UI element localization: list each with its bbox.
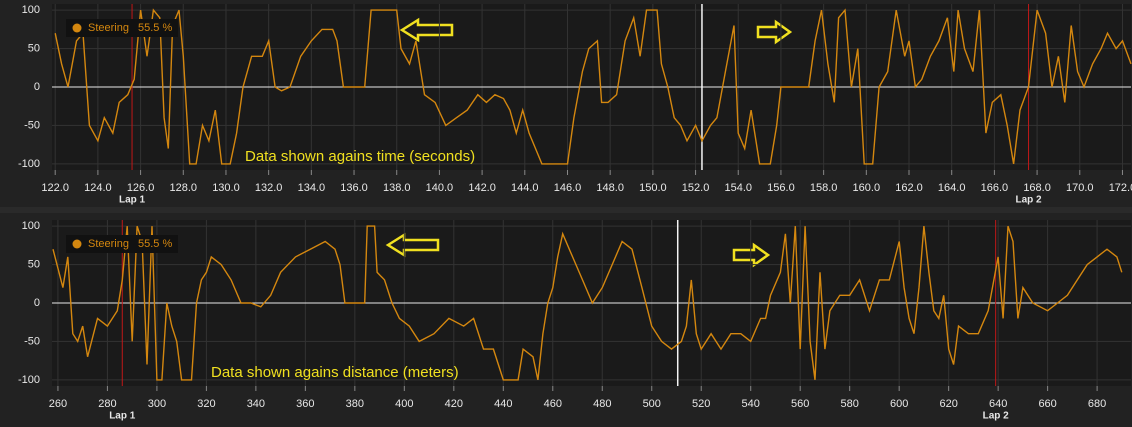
x-tick-label: 122.0 <box>41 182 69 194</box>
y-tick-label: 100 <box>22 220 40 232</box>
x-tick-label: 148.0 <box>596 182 624 194</box>
x-tick-label: 142.0 <box>468 182 496 194</box>
x-tick-label: 320 <box>197 398 215 410</box>
legend-box <box>66 19 178 37</box>
y-tick-label: 0 <box>34 81 40 93</box>
legend-dot <box>72 239 82 249</box>
time-chart: 122.0 124.0 126.0 128.0 130.0 132.0 134.0 136.0… <box>0 0 1132 207</box>
x-tick-label: 480 <box>593 398 611 410</box>
y-tick-label: 50 <box>28 258 40 270</box>
x-tick-label: 400 <box>395 398 413 410</box>
x-tick-label: 600 <box>890 398 908 410</box>
x-tick-label: 124.0 <box>84 182 112 194</box>
lap-label: Lap 2 <box>983 411 1010 422</box>
x-tick-label: 300 <box>148 398 166 410</box>
x-tick-label: 144.0 <box>511 182 539 194</box>
arrow <box>399 17 454 43</box>
x-tick-label: 160.0 <box>853 182 881 194</box>
lap-label: Lap 1 <box>119 195 146 206</box>
x-tick-label: 360 <box>296 398 314 410</box>
x-tick-label: 130.0 <box>212 182 240 194</box>
x-tick-label: 170.0 <box>1066 182 1094 194</box>
x-tick-label: 440 <box>494 398 512 410</box>
x-tick-label: 128.0 <box>170 182 198 194</box>
legend-label: Steering <box>88 238 129 250</box>
x-tick-label: 420 <box>445 398 463 410</box>
annotation: Data shown agains time (seconds) <box>245 148 475 165</box>
series-line <box>54 8 1132 165</box>
x-tick-label: 134.0 <box>298 182 326 194</box>
lap-label: Lap 1 <box>109 411 136 422</box>
x-tick-label: 380 <box>346 398 364 410</box>
y-tick-label: -50 <box>24 119 40 131</box>
legend-box <box>66 235 178 253</box>
x-tick-label: 164.0 <box>938 182 966 194</box>
x-tick-label: 138.0 <box>383 182 411 194</box>
x-tick-label: 520 <box>692 398 710 410</box>
legend-readout: 55.5 % <box>138 22 172 34</box>
x-tick-label: 152.0 <box>682 182 710 194</box>
x-tick-label: 680 <box>1088 398 1106 410</box>
x-tick-label: 260 <box>49 398 67 410</box>
x-tick-label: 280 <box>98 398 116 410</box>
x-tick-label: 126.0 <box>127 182 155 194</box>
legend-readout: 55.5 % <box>138 238 172 250</box>
y-tick-label: 100 <box>22 4 40 16</box>
legend-dot <box>72 23 82 33</box>
x-tick-label: 560 <box>791 398 809 410</box>
x-tick-label: 168.0 <box>1023 182 1051 194</box>
arrow <box>756 19 793 45</box>
x-tick-label: 140.0 <box>426 182 454 194</box>
lap-label: Lap 2 <box>1015 195 1042 206</box>
x-tick-label: 156.0 <box>767 182 795 194</box>
y-tick-label: -50 <box>24 335 40 347</box>
x-tick-label: 132.0 <box>255 182 283 194</box>
x-tick-label: 172.0 <box>1109 182 1132 194</box>
x-tick-label: 154.0 <box>724 182 752 194</box>
series-line <box>52 225 1123 381</box>
x-tick-label: 460 <box>544 398 562 410</box>
distance-chart: 260 280 300 320 340 360 380 400 420 440 460 480 500 5… <box>0 213 1132 427</box>
x-tick-label: 150.0 <box>639 182 667 194</box>
x-tick-label: 146.0 <box>554 182 582 194</box>
x-tick-label: 158.0 <box>810 182 838 194</box>
legend-label: Steering <box>88 22 129 34</box>
y-tick-label: -100 <box>18 374 40 386</box>
x-tick-label: 166.0 <box>981 182 1009 194</box>
x-tick-label: 580 <box>841 398 859 410</box>
x-tick-label: 640 <box>989 398 1007 410</box>
x-tick-label: 340 <box>247 398 265 410</box>
x-tick-label: 540 <box>742 398 760 410</box>
x-tick-label: 162.0 <box>895 182 923 194</box>
y-tick-label: 50 <box>28 42 40 54</box>
y-tick-label: -100 <box>18 158 40 170</box>
x-tick-label: 500 <box>643 398 661 410</box>
x-tick-label: 136.0 <box>340 182 368 194</box>
x-tick-label: 660 <box>1038 398 1056 410</box>
y-tick-label: 0 <box>34 297 40 309</box>
annotation: Data shown agains distance (meters) <box>211 364 459 381</box>
x-tick-label: 620 <box>939 398 957 410</box>
